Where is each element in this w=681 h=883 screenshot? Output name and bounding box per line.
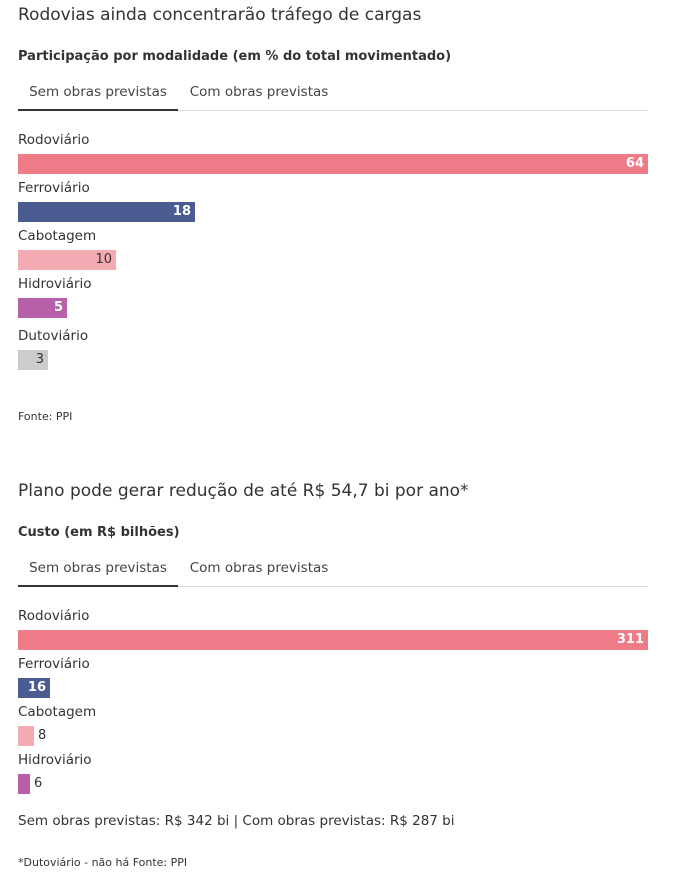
category-label-ferroviario: Ferroviário	[18, 656, 90, 672]
bar-cabotagem	[18, 250, 116, 270]
tab-com-obras[interactable]: Com obras previstas	[189, 560, 329, 576]
chart-section-cost: Plano pode gerar redução de até R$ 54,7 …	[18, 476, 648, 883]
category-label-rodoviario: Rodoviário	[18, 608, 90, 624]
value-label-cabotagem: 8	[38, 728, 47, 743]
category-label-ferroviario: Ferroviário	[18, 180, 90, 196]
tab-bar: Sem obras previstas Com obras previstas	[18, 555, 648, 587]
bar-hidroviario	[18, 774, 30, 794]
category-label-cabotagem: Cabotagem	[18, 704, 97, 720]
value-label-hidroviario: 5	[53, 300, 63, 315]
value-label-hidroviario: 6	[34, 776, 43, 791]
tab-sem-obras[interactable]: Sem obras previstas	[18, 79, 178, 111]
category-label-hidroviario: Hidroviário	[18, 752, 92, 768]
value-label-ferroviario: 18	[172, 204, 191, 219]
total-note: Sem obras previstas: R$ 342 bi | Com obr…	[18, 813, 455, 829]
chart-title: Plano pode gerar redução de até R$ 54,7 …	[18, 481, 469, 501]
bar-dutoviario	[18, 350, 48, 370]
value-label-ferroviario: 16	[27, 680, 46, 695]
tab-bar: Sem obras previstas Com obras previstas	[18, 79, 648, 111]
value-label-rodoviario: 311	[616, 632, 644, 647]
bar-ferroviario	[18, 202, 195, 222]
category-label-rodoviario: Rodoviário	[18, 132, 90, 148]
bar-rodoviario	[18, 630, 648, 650]
source-note: Fonte: PPI	[18, 410, 73, 423]
source-note: *Dutoviário - não há Fonte: PPI	[18, 856, 188, 869]
category-label-hidroviario: Hidroviário	[18, 276, 92, 292]
chart-title: Rodovias ainda concentrarão tráfego de c…	[18, 5, 422, 25]
bar-hidroviario	[18, 298, 67, 318]
tab-sem-obras[interactable]: Sem obras previstas	[18, 555, 178, 587]
category-label-cabotagem: Cabotagem	[18, 228, 97, 244]
chart-subtitle: Participação por modalidade (em % do tot…	[18, 49, 452, 64]
tab-com-obras[interactable]: Com obras previstas	[189, 84, 329, 100]
value-label-cabotagem: 10	[95, 252, 112, 267]
bar-ferroviario	[18, 678, 50, 698]
bar-chart-modal-share: Rodoviário 64 Ferroviário 18 Cabotagem 10 Hidr…	[18, 132, 648, 377]
value-label-rodoviario: 64	[625, 156, 644, 171]
chart-section-modal-share: Rodovias ainda concentrarão tráfego de c…	[18, 0, 648, 440]
chart-subtitle: Custo (em R$ bilhões)	[18, 525, 180, 540]
bar-cabotagem	[18, 726, 34, 746]
category-label-dutoviario: Dutoviário	[18, 328, 89, 344]
bar-chart-cost: Rodoviário 311 Ferroviário 16 Cabotagem 8 Hidr…	[18, 608, 648, 798]
value-label-dutoviario: 3	[35, 352, 44, 367]
bar-rodoviario	[18, 154, 648, 174]
